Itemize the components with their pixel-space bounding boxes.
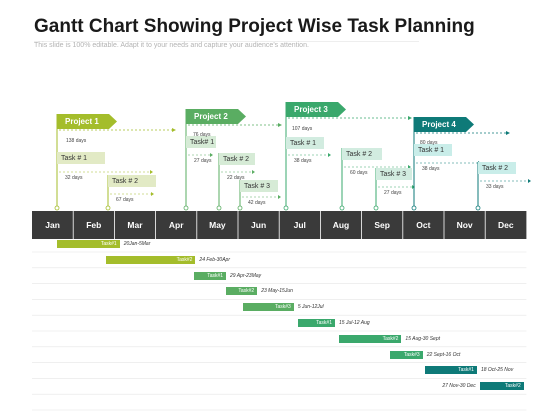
task-box-label: Task # 1 <box>290 140 317 147</box>
task-box <box>219 153 255 165</box>
task-span-arrow <box>278 195 281 199</box>
schedule-date-label: 15 Jul-12 Aug <box>339 320 370 326</box>
task-box-label: Task # 3 <box>244 183 271 190</box>
task-box-label: Task# 1 <box>190 139 215 146</box>
task-stem-dot <box>216 205 222 211</box>
task-duration: 33 days <box>486 184 504 190</box>
schedule-date-label: 20Jan-5Mar <box>123 241 151 247</box>
month-label-oct: Oct <box>416 220 431 230</box>
project-flag-label: Project 3 <box>294 105 328 114</box>
schedule-bar: Task#3 <box>390 350 423 359</box>
task-span-arrow <box>150 170 153 174</box>
schedule-bar: Task#1 <box>297 319 335 327</box>
schedule-date-label: 5 Jun-12Jul <box>297 304 324 311</box>
schedule-bar: Task#3 <box>243 303 294 312</box>
task-stem-dot <box>475 205 481 211</box>
project-span-arrow <box>278 123 282 127</box>
project-flag <box>57 114 117 129</box>
task-span-arrow <box>210 153 213 157</box>
task-duration: 42 days <box>248 200 266 206</box>
month-label-may: May <box>209 220 226 230</box>
task-duration: 67 days <box>116 197 134 203</box>
month-label-nov: Nov <box>456 220 473 230</box>
task-box-label: Task # 2 <box>112 178 139 185</box>
task-duration: 22 days <box>227 175 245 181</box>
task-duration: 27 days <box>384 190 402 196</box>
project-span-arrow <box>172 128 176 132</box>
month-label-aug: Aug <box>332 220 350 230</box>
task-span-arrow <box>252 170 255 174</box>
project-duration: 138 days <box>66 138 87 144</box>
month-label-jul: Jul <box>293 220 306 230</box>
project-stem-dot <box>411 205 417 211</box>
schedule-date-label: 29 Apr-23May <box>230 272 262 279</box>
schedule-date-label: 18 Oct-25 Nov <box>480 367 514 374</box>
schedule-date-label: 23 May-15Jun <box>261 288 293 295</box>
project-flag <box>186 109 246 124</box>
month-label-jan: Jan <box>45 220 60 230</box>
project-flag-label: Project 1 <box>65 117 99 126</box>
title-divider <box>34 41 419 42</box>
task-box-label: Task # 2 <box>346 151 373 158</box>
month-label-jun: Jun <box>251 220 267 230</box>
task-box <box>108 175 156 187</box>
project-span-arrow <box>506 131 510 135</box>
task-span-arrow <box>328 153 331 157</box>
project-duration: 80 days <box>420 140 438 146</box>
schedule-bar: Task#1 <box>57 240 120 248</box>
task-box <box>376 168 412 180</box>
task-span-arrow <box>528 179 531 183</box>
page-title: Gantt Chart Showing Project Wise Task Pl… <box>34 16 475 37</box>
schedule-date-label: 24 Feb-30Apr <box>199 256 230 263</box>
schedule-date-label: 15 Aug-30 Sept <box>405 335 440 342</box>
task-box-label: Task # 2 <box>482 165 509 172</box>
task-box <box>57 152 105 164</box>
schedule-date-label: 22 Sept-16 Oct <box>426 351 461 358</box>
project-duration: 107 days <box>292 126 313 132</box>
month-label-sep: Sep <box>374 220 390 230</box>
task-box <box>186 136 216 148</box>
schedule-bar: Task#2 <box>479 382 524 391</box>
task-box <box>240 180 278 192</box>
task-duration: 60 days <box>350 170 368 176</box>
task-stem-dot <box>339 205 345 211</box>
task-duration: 27 days <box>194 158 212 164</box>
project-flag <box>414 117 474 132</box>
project-flag-label: Project 2 <box>194 112 228 121</box>
task-stem-dot <box>105 205 111 211</box>
task-box-label: Task # 1 <box>418 147 445 154</box>
schedule-bar: Task#1 <box>425 366 477 375</box>
project-stem-dot <box>54 205 60 211</box>
schedule-bar: Task#2 <box>105 255 196 264</box>
month-label-feb: Feb <box>86 220 102 230</box>
project-flag <box>286 102 346 117</box>
schedule-bar: Task#2 <box>339 334 402 343</box>
task-box-label: Task # 1 <box>61 155 88 162</box>
task-stem-dot <box>237 205 243 211</box>
project-duration: 76 days <box>193 132 211 138</box>
task-box <box>478 162 516 174</box>
task-box <box>414 144 452 156</box>
month-label-dec: Dec <box>497 220 514 230</box>
task-duration: 38 days <box>294 158 312 164</box>
schedule-bar: Task#1 <box>194 271 227 280</box>
task-duration: 38 days <box>422 166 440 172</box>
project-span-arrow <box>408 116 412 120</box>
page-subtitle: This slide is 100% editable. Adapt it to… <box>34 42 309 49</box>
month-label-apr: Apr <box>168 220 184 230</box>
task-stem-dot <box>373 205 379 211</box>
project-flag-label: Project 4 <box>422 120 456 129</box>
project-stem-dot <box>283 205 289 211</box>
schedule-bar: Task#2 <box>226 287 258 296</box>
task-box-label: Task # 3 <box>380 171 407 178</box>
task-box <box>286 137 324 149</box>
month-label-mar: Mar <box>127 220 143 230</box>
task-span-arrow <box>151 192 154 196</box>
project-stem-dot <box>183 205 189 211</box>
task-duration: 32 days <box>65 175 83 181</box>
task-box-label: Task # 2 <box>223 156 250 163</box>
schedule-date-label: 27 Nov-30 Dec <box>442 383 476 390</box>
task-box <box>342 148 382 160</box>
